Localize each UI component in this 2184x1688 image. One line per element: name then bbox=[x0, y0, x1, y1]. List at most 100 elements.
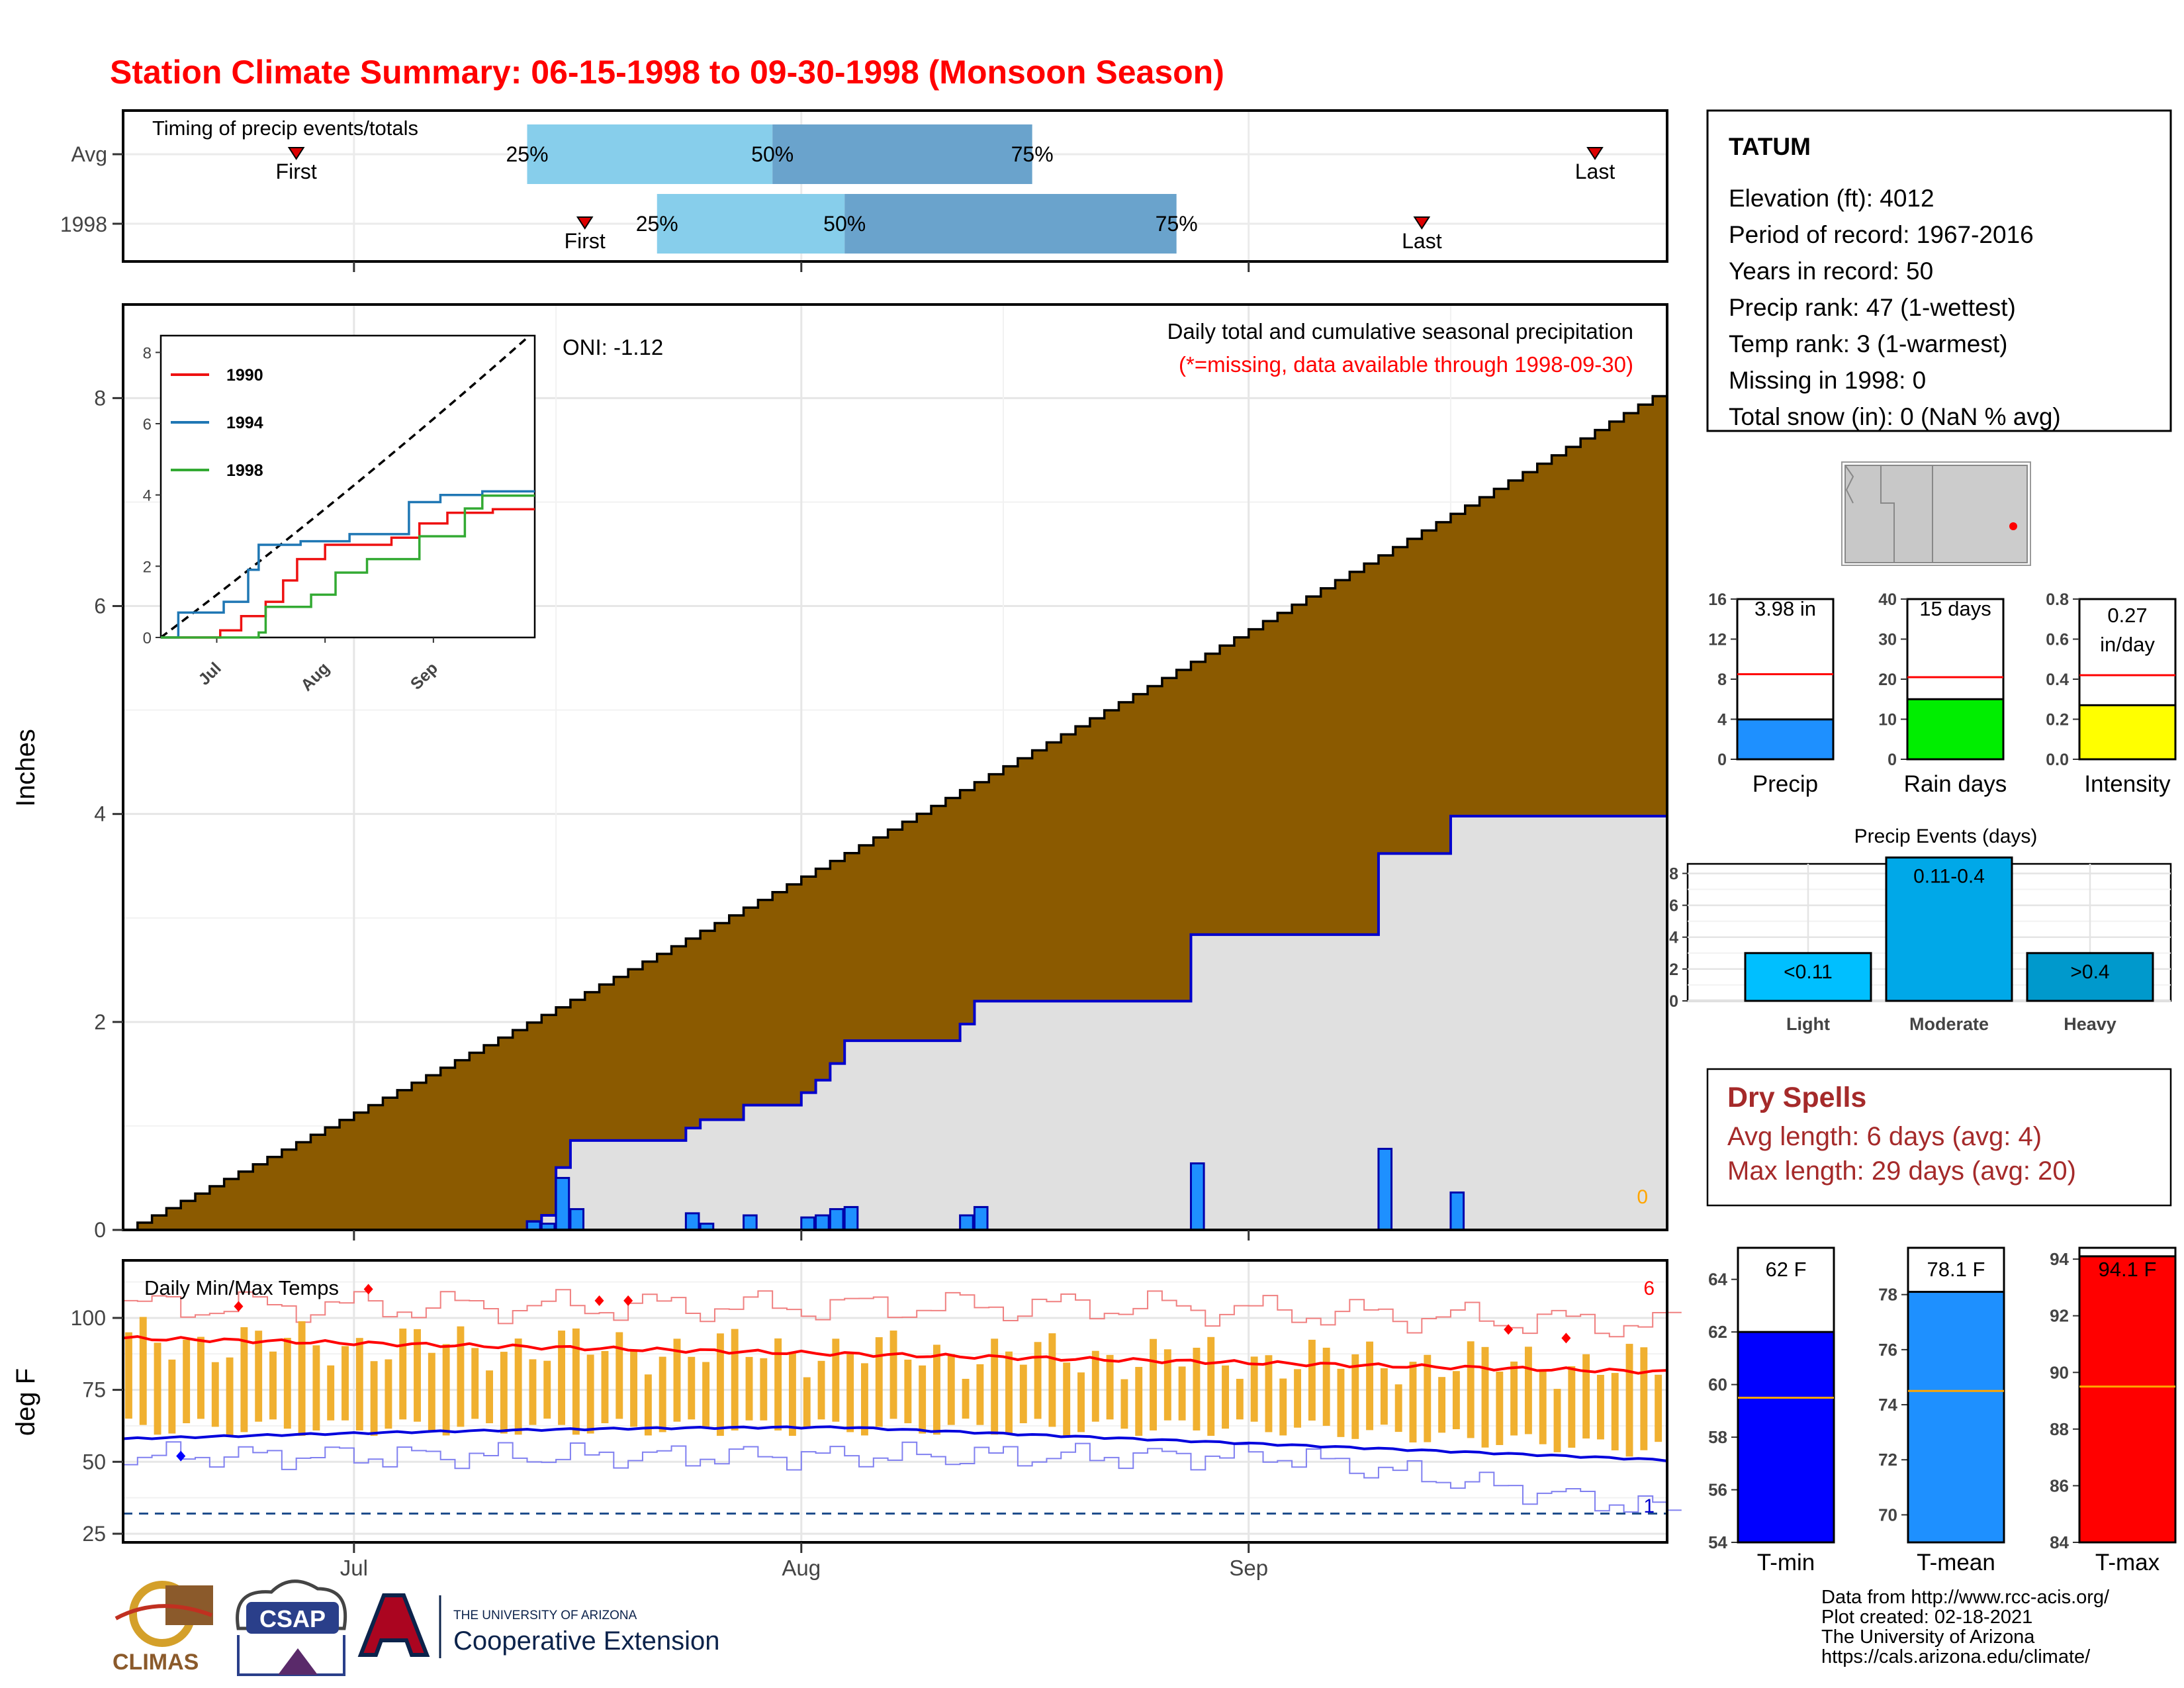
summary-y-tick-label: 10 bbox=[1878, 711, 1897, 729]
credit-url: https://cals.arizona.edu/climate/ bbox=[1821, 1646, 2091, 1667]
record-high-marker bbox=[623, 1295, 633, 1306]
summary-y-tick-label: 12 bbox=[1708, 631, 1727, 649]
dry-spells-frame bbox=[1706, 1068, 2172, 1207]
station-info-box: TATUM Elevation (ft): 4012 Period of reco… bbox=[1706, 109, 2172, 432]
daily-temp-bar bbox=[1625, 1344, 1633, 1457]
record-low-marker bbox=[176, 1450, 186, 1462]
timing-bar-q2 bbox=[527, 124, 773, 184]
daily-temp-bar bbox=[1193, 1347, 1201, 1430]
timing-pct-label: 75% bbox=[1011, 142, 1054, 166]
timing-pct-label: 50% bbox=[751, 142, 794, 166]
station-info-line: Elevation (ft): 4012 bbox=[1729, 185, 1934, 212]
daily-temp-bar bbox=[471, 1348, 479, 1419]
daily-temp-bar bbox=[615, 1332, 623, 1419]
precip-events-bar-light bbox=[1744, 952, 1872, 1002]
summary-y-tick-label: 0.2 bbox=[2046, 711, 2069, 729]
daily-temp-bar bbox=[139, 1317, 147, 1425]
daily-precip-bar bbox=[959, 1214, 974, 1231]
daily-temp-bar bbox=[1394, 1384, 1402, 1432]
daily-temp-bar bbox=[702, 1362, 710, 1429]
inset-legend-label: 1990 bbox=[226, 366, 263, 385]
daily-temp-bar bbox=[601, 1350, 609, 1424]
daily-temp-bar bbox=[399, 1329, 407, 1420]
summary-y-tick-label: 0 bbox=[1888, 751, 1897, 769]
credit-data-source: Data from http://www.rcc-acis.org/ bbox=[1821, 1587, 2110, 1608]
precip-caption: Daily total and cumulative seasonal prec… bbox=[1167, 319, 1633, 344]
temp-bar-y-tick-label: 84 bbox=[2050, 1532, 2069, 1552]
precip-events-bar-moderate bbox=[1885, 856, 2013, 1002]
csap-logo-text: CSAP bbox=[259, 1605, 326, 1632]
daily-precip-bar bbox=[973, 1205, 989, 1231]
temp-bar-y-tick-label: 56 bbox=[1708, 1480, 1727, 1500]
daily-temp-bar bbox=[154, 1342, 161, 1435]
summary-y-tick-label: 0 bbox=[1717, 751, 1727, 769]
timing-last-label: Last bbox=[1402, 229, 1442, 253]
csap-logo-banner bbox=[246, 1602, 339, 1634]
temp-bar-name: T-min bbox=[1757, 1550, 1815, 1575]
timing-first-marker bbox=[576, 216, 594, 230]
daily-temp-bar bbox=[644, 1374, 652, 1436]
daily-temp-bar bbox=[1222, 1365, 1229, 1429]
precip-y-tick-label: 0 bbox=[94, 1218, 106, 1242]
temp-bar-y-tick-label: 70 bbox=[1878, 1505, 1897, 1524]
daily-temp-bar bbox=[514, 1338, 522, 1435]
daily-temp-bar bbox=[745, 1356, 753, 1421]
daily-temp-bar bbox=[1524, 1346, 1532, 1434]
station-info-frame bbox=[1706, 109, 2172, 432]
dry-spells-title: Dry Spells bbox=[1727, 1082, 1866, 1113]
inset-y-tick-label: 0 bbox=[143, 630, 152, 647]
daily-temp-bar bbox=[529, 1359, 537, 1425]
events-y-tick-label: 6 bbox=[1669, 897, 1678, 915]
daily-temp-bar bbox=[500, 1352, 508, 1434]
daily-temp-bar bbox=[1510, 1361, 1518, 1436]
precip-events-bar-label: <0.11 bbox=[1784, 961, 1833, 983]
precip-events-chart: Precip Events (days) 0 2 4 6 8 <0.11 Light 0.11… bbox=[1669, 825, 2172, 1034]
temp-bar-y-tick-label: 62 bbox=[1708, 1322, 1727, 1342]
summary-bar-name: Intensity bbox=[2084, 771, 2171, 797]
daily-temp-bar bbox=[889, 1331, 897, 1419]
precip-events-title: Precip Events (days) bbox=[1854, 825, 2038, 847]
summary-bars: 0 4 8 12 16 3.98 in Precip 0 10 20 30 40 15 days Rain… bbox=[1708, 590, 2177, 797]
daily-temp-bar bbox=[1178, 1366, 1186, 1421]
record-high-count: 6 bbox=[1643, 1278, 1655, 1299]
daily-temp-bar bbox=[1553, 1389, 1561, 1452]
timing-row-label-year: 1998 bbox=[60, 212, 107, 236]
temp-y-axis-label: deg F bbox=[11, 1368, 40, 1436]
csap-logo: CSAP bbox=[236, 1579, 347, 1676]
temp-bar-y-tick-label: 64 bbox=[1708, 1270, 1727, 1289]
daily-temp-bar bbox=[716, 1333, 724, 1436]
station-info-line: Period of record: 1967-2016 bbox=[1729, 221, 2034, 248]
temp-bar-y-tick-label: 74 bbox=[1878, 1395, 1897, 1415]
daily-temp-bar bbox=[240, 1327, 248, 1432]
climas-logo: CLIMAS bbox=[113, 1581, 213, 1675]
precip-events-category: Light bbox=[1786, 1014, 1830, 1034]
temp-bar-y-tick-label: 86 bbox=[2050, 1476, 2069, 1495]
temp-y-tick-label: 50 bbox=[82, 1450, 106, 1474]
summary-y-tick-label: 4 bbox=[1717, 711, 1727, 729]
avg-tmax-line bbox=[122, 1335, 1668, 1375]
timing-panel: Timing of precip events/totals Avg 1998 … bbox=[60, 109, 1668, 263]
daily-temp-bar bbox=[774, 1338, 782, 1430]
timing-pct-label: 50% bbox=[823, 212, 866, 236]
precip-events-bar-heavy bbox=[2026, 952, 2154, 1002]
events-y-tick-label: 2 bbox=[1669, 961, 1678, 979]
temp-bar-y-tick-label: 90 bbox=[2050, 1362, 2069, 1382]
date-x-tick-label: Jul bbox=[340, 1556, 368, 1580]
daily-temp-bar bbox=[1163, 1349, 1171, 1421]
map-state-nm bbox=[1932, 465, 2028, 563]
summary-bar-name: Precip bbox=[1752, 771, 1818, 797]
inset-series-line-1998 bbox=[161, 494, 535, 639]
timing-last-marker bbox=[1413, 216, 1431, 230]
map-border bbox=[1844, 465, 1854, 504]
daily-temp-bar bbox=[817, 1360, 825, 1420]
daily-temp-bar bbox=[1019, 1364, 1027, 1423]
inset-legend-label: 1994 bbox=[226, 414, 263, 432]
ua-logo-small-text: THE UNIVERSITY OF ARIZONA bbox=[453, 1609, 637, 1622]
daily-temp-bar bbox=[1496, 1371, 1504, 1445]
daily-temp-bar bbox=[1322, 1347, 1330, 1426]
daily-temp-bar bbox=[1265, 1355, 1273, 1432]
temp-panel-frame bbox=[122, 1259, 1668, 1544]
temp-bar-y-tick-label: 72 bbox=[1878, 1450, 1897, 1470]
